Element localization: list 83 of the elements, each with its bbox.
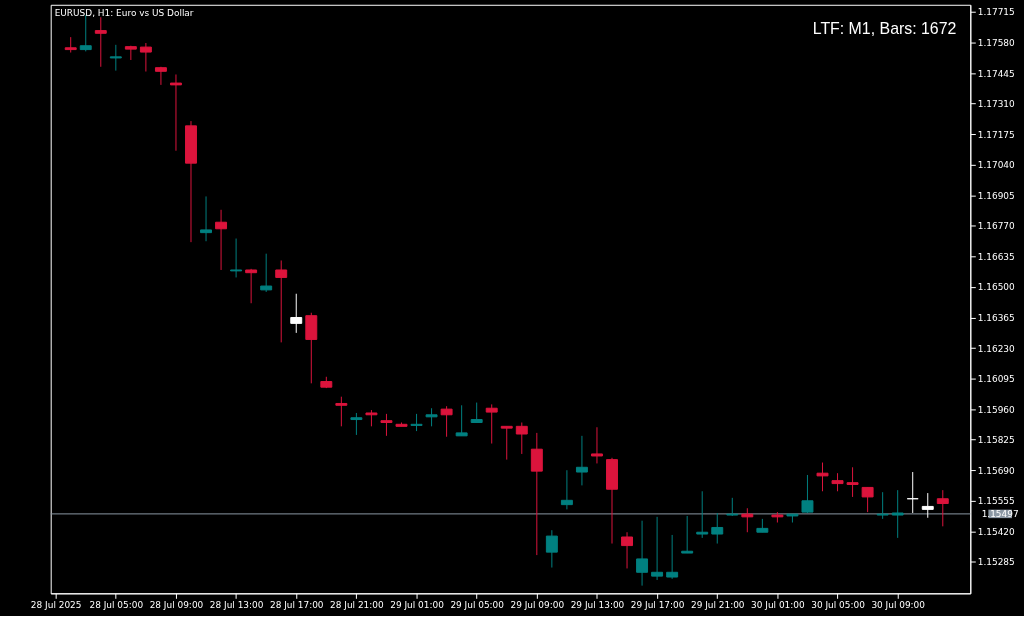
candlestick: [921, 492, 934, 519]
candlestick: [636, 520, 649, 587]
x-tick-label: 29 Jul 01:00: [390, 599, 445, 610]
x-tick-label: 28 Jul 09:00: [149, 599, 204, 610]
candlestick: [109, 44, 122, 72]
candlestick: [380, 413, 393, 437]
candlestick: [816, 462, 829, 492]
y-tick-label: 1.16365: [977, 312, 1015, 323]
y-tick-label: 1.16230: [977, 343, 1016, 354]
candlestick: [560, 469, 573, 510]
candlestick: [500, 425, 513, 461]
x-tick-label: 28 Jul 13:00: [209, 599, 264, 610]
y-tick-label: 1.15420: [977, 526, 1016, 537]
y-tick-label: 1.17310: [977, 99, 1016, 110]
candlestick: [891, 489, 904, 539]
candlestick: [470, 402, 483, 423]
x-tick-label: 29 Jul 17:00: [630, 599, 685, 610]
candlestick: [801, 474, 814, 514]
y-tick-label: 1.17445: [977, 68, 1015, 79]
y-tick-label: 1.17580: [977, 38, 1016, 49]
x-tick-label: 29 Jul 21:00: [690, 599, 745, 610]
candlestick: [545, 529, 558, 569]
candlestick: [139, 42, 152, 73]
candlestick: [876, 491, 889, 520]
candlestick: [485, 403, 498, 445]
candlestick: [94, 16, 107, 68]
candlestick: [906, 471, 919, 514]
y-tick-label: 1.16095: [977, 374, 1015, 385]
candlestick: [275, 259, 288, 343]
y-tick-label: 1.15825: [977, 435, 1015, 446]
y-tick-label: 1.17175: [977, 129, 1015, 140]
x-tick-label: 29 Jul 05:00: [450, 599, 505, 610]
x-tick-label: 29 Jul 13:00: [570, 599, 625, 610]
candlestick: [124, 45, 137, 61]
x-tick-label: 28 Jul 05:00: [89, 599, 144, 610]
candlestick: [741, 507, 754, 533]
candlestick: [335, 396, 348, 427]
candlestick: [305, 312, 318, 384]
candlestick: [425, 407, 438, 427]
x-tick-label: 30 Jul 09:00: [871, 599, 926, 610]
y-tick-label: 1.16635: [977, 251, 1015, 262]
candlestick: [861, 486, 874, 513]
candlestick: [846, 466, 859, 498]
annotation: LTF: M1, Bars: 1672: [812, 19, 957, 37]
candlestick: [215, 209, 228, 271]
candlestick: [530, 432, 543, 556]
y-tick-label: 1.16770: [977, 221, 1016, 232]
candlestick: [455, 404, 468, 437]
candlestick: [515, 421, 528, 455]
candlestick: [200, 195, 212, 242]
candlestick: [711, 512, 724, 545]
y-tick-label: 1.15960: [977, 404, 1016, 415]
candlestick: [696, 490, 709, 539]
candlestick: [651, 516, 664, 581]
candlestick: [591, 426, 603, 464]
chart-title: EURUSD, H1: Euro vs US Dollar: [54, 7, 194, 18]
x-tick-label: 28 Jul 2025: [30, 599, 82, 610]
x-tick-label: 28 Jul 21:00: [330, 599, 384, 610]
y-tick-label: 1.17040: [977, 160, 1016, 171]
y-tick-label: 1.17715: [977, 7, 1015, 18]
candlestick: [621, 531, 633, 569]
y-tick-label: 1.15690: [977, 465, 1016, 476]
x-tick-label: 28 Jul 17:00: [269, 599, 324, 610]
y-tick-label: 1.16500: [977, 282, 1016, 293]
candlestick: [575, 435, 588, 486]
x-tick-label: 29 Jul 09:00: [510, 599, 565, 610]
candlestick: [681, 515, 694, 554]
candlestick: [936, 489, 949, 527]
x-tick-label: 30 Jul 01:00: [751, 599, 805, 610]
candlestick: [831, 472, 844, 492]
x-tick-label: 30 Jul 05:00: [811, 599, 866, 610]
candlestick: [169, 73, 182, 152]
y-tick-label: 1.15555: [977, 496, 1015, 507]
candlestick: [726, 497, 739, 517]
y-tick-label: 1.15285: [977, 557, 1015, 568]
candlestick: [230, 238, 243, 278]
candlestick: [260, 253, 273, 293]
candlestick: [440, 405, 453, 438]
y-tick-label: 1.16905: [977, 190, 1015, 201]
candlestick: [350, 412, 363, 436]
candlestick: [245, 268, 258, 304]
candlestick: [666, 534, 679, 580]
candlestick: [290, 293, 303, 334]
